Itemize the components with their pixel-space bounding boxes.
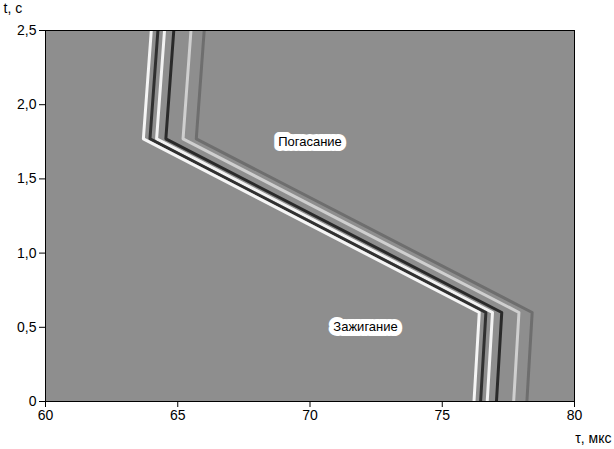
svg-text:65: 65	[170, 407, 186, 423]
svg-text:80: 80	[567, 407, 583, 423]
svg-text:75: 75	[434, 407, 450, 423]
svg-text:0: 0	[29, 393, 37, 409]
svg-text:0,5: 0,5	[17, 319, 37, 335]
svg-text:t, с: t, с	[4, 0, 23, 16]
svg-text:2,5: 2,5	[17, 22, 37, 38]
svg-text:70: 70	[302, 407, 318, 423]
svg-text:60: 60	[38, 407, 54, 423]
svg-text:1,0: 1,0	[17, 245, 37, 261]
svg-text:Погасание: Погасание	[278, 134, 342, 149]
svg-text:1,5: 1,5	[17, 170, 37, 186]
svg-text:τ, мкс: τ, мкс	[575, 430, 611, 446]
svg-text:2,0: 2,0	[17, 96, 37, 112]
svg-text:Зажигание: Зажигание	[333, 319, 397, 334]
